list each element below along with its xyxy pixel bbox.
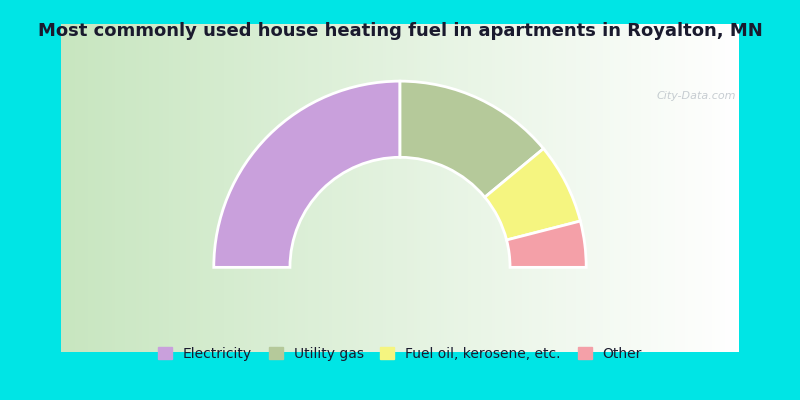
Text: Most commonly used house heating fuel in apartments in Royalton, MN: Most commonly used house heating fuel in… <box>38 22 762 40</box>
Legend: Electricity, Utility gas, Fuel oil, kerosene, etc., Other: Electricity, Utility gas, Fuel oil, kero… <box>154 343 646 365</box>
Wedge shape <box>214 81 400 267</box>
Wedge shape <box>400 81 543 197</box>
Wedge shape <box>485 149 580 240</box>
Text: City-Data.com: City-Data.com <box>656 91 736 101</box>
Wedge shape <box>506 221 586 267</box>
